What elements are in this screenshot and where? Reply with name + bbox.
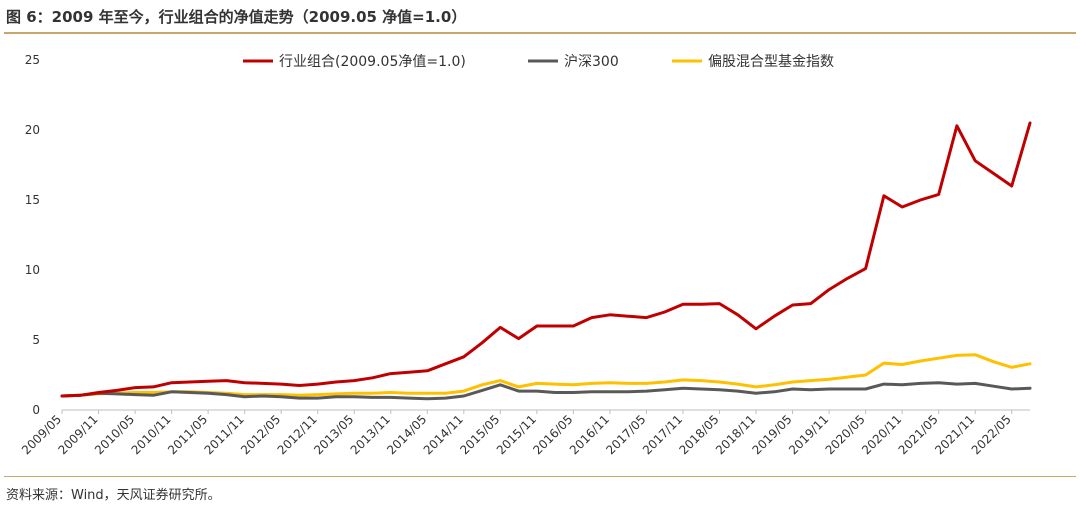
figure-title: 图 6：2009 年至今，行业组合的净值走势（2009.05 净值=1.0）	[6, 8, 467, 26]
y-tick-label: 5	[32, 333, 40, 347]
source-divider	[4, 476, 1076, 477]
legend-label: 偏股混合型基金指数	[708, 53, 834, 70]
y-tick-label: 15	[25, 193, 40, 207]
line-chart: 行业组合(2009.05净值=1.0) 沪深300 偏股混合型基金指数 0 5 10 15…	[19, 53, 1032, 457]
y-tick-label: 10	[25, 263, 40, 277]
figure-source: 资料来源：Wind，天风证券研究所。	[6, 488, 221, 503]
plot-area	[60, 121, 1032, 401]
x-tick-label: 2022/05	[969, 412, 1014, 457]
x-axis: 2009/052009/112010/052010/112011/052011/…	[19, 409, 1030, 457]
series-line-1	[60, 381, 1032, 401]
legend-label: 行业组合(2009.05净值=1.0)	[279, 54, 466, 70]
chart-legend: 行业组合(2009.05净值=1.0) 沪深300 偏股混合型基金指数	[243, 53, 834, 70]
y-tick-label: 0	[32, 403, 40, 417]
y-tick-label: 25	[25, 53, 40, 67]
title-divider	[4, 32, 1076, 34]
series-line-0	[60, 121, 1032, 398]
y-axis: 0 5 10 15 20 25	[25, 53, 40, 417]
series-line-2	[60, 353, 1032, 398]
y-tick-label: 20	[25, 123, 40, 137]
legend-label: 沪深300	[564, 54, 619, 70]
